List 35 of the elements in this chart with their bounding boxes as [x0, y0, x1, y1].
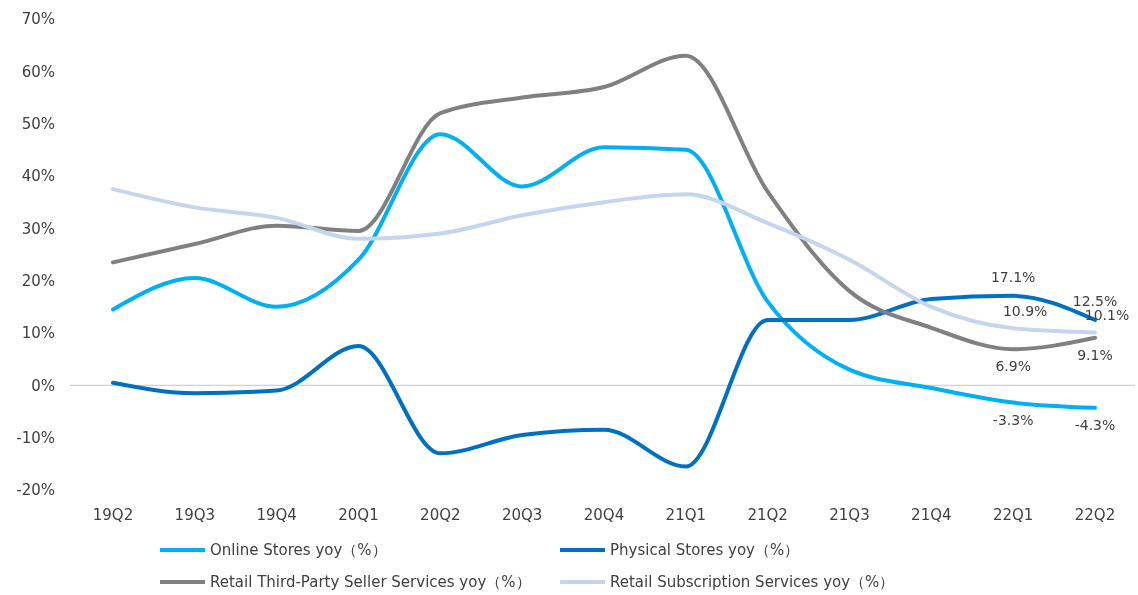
x-tick-label: 21Q3 [829, 506, 870, 524]
data-label: -3.3% [992, 411, 1034, 428]
x-tick-label: 22Q1 [992, 506, 1034, 524]
y-tick-label: 20% [21, 271, 55, 290]
x-tick-label: 19Q2 [92, 506, 134, 524]
y-tick-label: 60% [21, 62, 55, 81]
x-tick-label: 19Q4 [256, 506, 297, 524]
x-tick-label: 21Q4 [911, 506, 952, 524]
legend-label: Physical Stores yoy（%） [610, 541, 800, 560]
x-tick-label: 21Q1 [665, 506, 707, 524]
data-label: 9.1% [1077, 346, 1113, 363]
data-label: 6.9% [995, 358, 1031, 375]
y-tick-label: 0% [31, 376, 55, 395]
x-tick-label: 20Q2 [420, 506, 461, 524]
y-tick-label: -10% [16, 428, 55, 447]
data-label: -4.3% [1074, 416, 1116, 433]
x-tick-label: 20Q1 [338, 506, 379, 524]
y-tick-label: -20% [16, 481, 55, 500]
legend-label: Retail Subscription Services yoy（%） [610, 573, 895, 592]
data-label: 10.1% [1084, 307, 1130, 324]
data-label: 10.9% [1002, 303, 1048, 320]
y-tick-label: 10% [21, 324, 55, 343]
legend-label: Retail Third-Party Seller Services yoy（%） [210, 573, 531, 592]
x-tick-label: 20Q3 [501, 506, 543, 524]
legend-label: Online Stores yoy（%） [210, 541, 387, 560]
y-tick-label: 50% [21, 114, 55, 133]
x-tick-label: 22Q2 [1074, 506, 1116, 524]
x-tick-label: 19Q3 [174, 506, 216, 524]
y-tick-label: 40% [21, 167, 55, 186]
y-tick-label: 70% [21, 10, 55, 29]
y-tick-label: 30% [21, 219, 55, 238]
x-tick-label: 21Q2 [747, 506, 788, 524]
data-label: 17.1% [990, 268, 1036, 285]
data-label: 12.5% [1072, 292, 1118, 309]
x-tick-label: 20Q4 [583, 506, 625, 524]
